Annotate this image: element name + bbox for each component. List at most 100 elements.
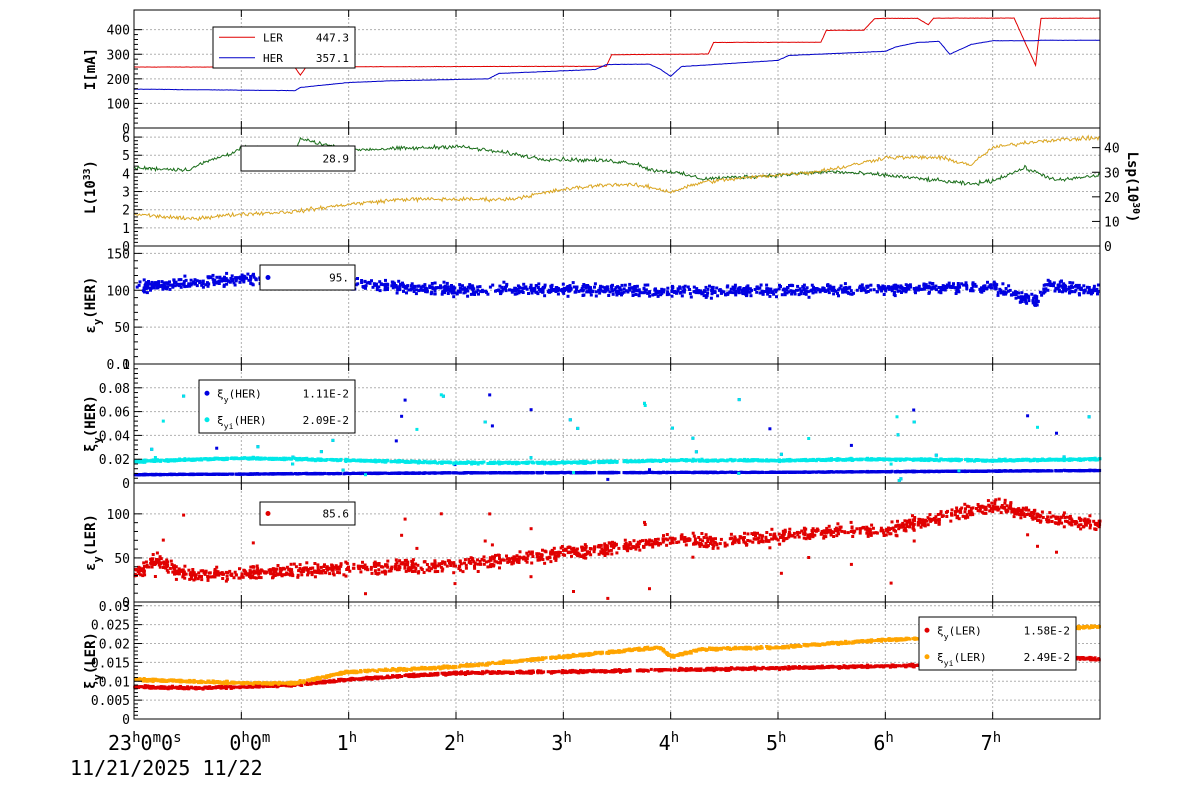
data-point (371, 285, 375, 289)
data-point (397, 279, 401, 283)
data-point (211, 273, 215, 277)
data-point (845, 287, 849, 291)
data-point (440, 292, 444, 296)
data-point (614, 286, 618, 290)
data-point (688, 292, 692, 296)
data-point (982, 289, 986, 293)
data-point (190, 282, 193, 286)
data-point (936, 513, 940, 516)
data-point (893, 283, 897, 287)
data-point (666, 286, 670, 290)
data-point (566, 294, 570, 298)
data-point (812, 458, 815, 462)
data-point (796, 288, 800, 292)
data-point (241, 472, 245, 476)
data-point (443, 471, 447, 475)
data-point (194, 281, 197, 285)
data-point (452, 295, 456, 299)
data-point (643, 290, 647, 294)
data-point (1004, 459, 1008, 463)
data-point (737, 398, 741, 402)
data-point (799, 292, 803, 296)
data-point (314, 458, 318, 462)
data-point (581, 285, 585, 288)
data-point (515, 471, 519, 475)
data-point (810, 283, 814, 287)
data-point (661, 459, 665, 462)
data-point (640, 460, 644, 464)
y-tick-label: 0.02 (99, 453, 130, 468)
data-point (1019, 469, 1023, 473)
data-point (652, 292, 656, 296)
data-point (833, 289, 836, 292)
data-point (436, 461, 440, 465)
data-point (523, 461, 527, 464)
data-point (425, 460, 428, 464)
data-point (482, 471, 486, 475)
data-point (759, 283, 763, 287)
data-point (556, 471, 560, 475)
data-point (779, 285, 782, 288)
data-point (208, 458, 212, 462)
series-points (133, 393, 1102, 482)
data-point (424, 290, 428, 294)
data-point (476, 285, 480, 289)
data-point (745, 471, 748, 475)
data-point (140, 459, 144, 463)
y-tick-label: 150 (107, 247, 130, 262)
data-point (785, 291, 789, 295)
data-point (637, 293, 641, 297)
data-point (361, 560, 364, 564)
data-point (461, 570, 465, 574)
data-point (508, 288, 511, 292)
data-point (637, 288, 641, 292)
data-point (256, 472, 260, 476)
data-point (784, 459, 788, 463)
data-point (996, 291, 1000, 295)
y-tick-label: 4 (122, 167, 130, 182)
data-point (599, 460, 603, 464)
data-point (783, 290, 787, 294)
data-point (970, 469, 974, 473)
data-point (733, 283, 737, 287)
data-point (678, 285, 682, 289)
data-point (407, 288, 411, 292)
y-tick-label: 0.1 (107, 358, 130, 373)
data-point (1051, 283, 1055, 286)
data-point (1085, 285, 1089, 289)
data-point (153, 281, 157, 285)
data-point (356, 282, 360, 286)
data-point (1015, 469, 1018, 473)
data-point (323, 471, 326, 475)
data-point (1093, 456, 1097, 460)
data-point (223, 278, 227, 282)
data-point (513, 292, 517, 296)
data-point (939, 457, 943, 461)
data-point (999, 469, 1003, 473)
data-point (881, 284, 885, 288)
data-point (249, 275, 253, 278)
data-point (172, 278, 176, 282)
data-point (777, 287, 781, 291)
data-point (844, 458, 847, 462)
data-point (448, 471, 452, 475)
data-point (505, 461, 509, 465)
data-point (1055, 431, 1058, 435)
data-point (530, 289, 534, 293)
y2-tick-label: 30 (1104, 166, 1120, 181)
data-point (697, 459, 701, 463)
data-point (671, 286, 675, 289)
data-point (156, 459, 160, 463)
data-point (965, 283, 968, 287)
data-point (575, 287, 578, 291)
y-axis-label: ξy(HER) (83, 395, 104, 452)
data-point (1001, 282, 1005, 286)
data-point (157, 473, 161, 477)
data-point (580, 287, 584, 290)
data-point (860, 283, 864, 287)
data-point (963, 470, 967, 473)
data-point (233, 283, 237, 287)
data-point (633, 459, 637, 463)
data-point (872, 458, 876, 461)
data-point (732, 470, 735, 474)
